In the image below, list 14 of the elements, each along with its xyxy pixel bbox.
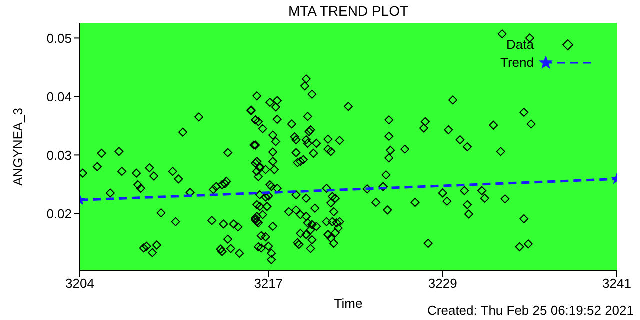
y-tick-label: 0.05 <box>46 30 72 46</box>
y-tick-label: 0.03 <box>46 148 72 163</box>
y-axis-title: ANGYNEA_3 <box>10 108 26 186</box>
x-tick-label: 3204 <box>66 276 94 292</box>
x-tick-label: 3241 <box>602 276 632 292</box>
y-tick-label: 0.02 <box>46 206 72 222</box>
x-axis-title: Time <box>334 296 363 311</box>
legend-label: Data <box>506 36 534 54</box>
legend-label: Trend <box>500 54 534 72</box>
x-tick-label: 3217 <box>254 276 284 292</box>
chart-title: MTA TREND PLOT <box>287 3 410 19</box>
x-tick-label: 3229 <box>428 276 458 292</box>
text: Created: Thu Feb 25 06:19:52 2021 <box>428 303 634 318</box>
y-tick-label: 0.04 <box>46 89 72 104</box>
